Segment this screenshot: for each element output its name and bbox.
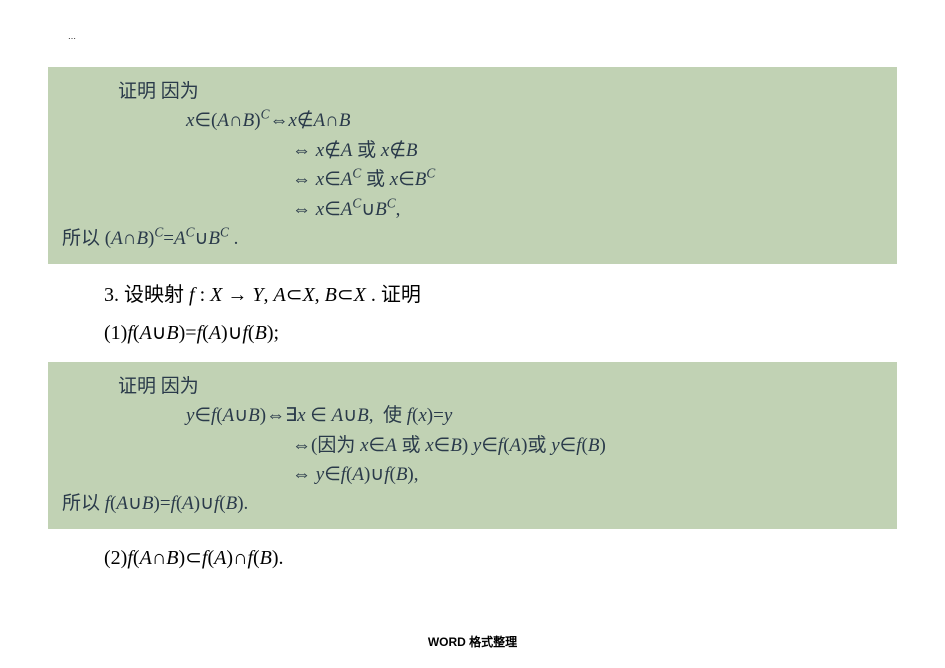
- problem-3-title: 3. 设映射 f : X → Y, A⊂X, B⊂X . 证明: [104, 276, 841, 314]
- footer-text: WORD 格式整理: [0, 633, 945, 650]
- proof1-line4: ⇔ x∈AC 或 x∈BC: [62, 165, 883, 194]
- proof1-line2: x∈(A∩B)C⇔x∉A∩B: [62, 106, 883, 135]
- proof-box-2: 证明 因为 y∈f(A∪B)⇔∃x ∈ A∪B, 使 f(x)=y ⇔(因为 x…: [48, 362, 897, 529]
- problem-3: 3. 设映射 f : X → Y, A⊂X, B⊂X . 证明 (1)f(A∪B…: [48, 264, 897, 356]
- proof2-line3: ⇔(因为 x∈A 或 x∈B) y∈f(A)或 y∈f(B): [62, 431, 883, 460]
- proof2-line1: 证明 因为: [62, 372, 883, 401]
- proof2-line4: ⇔ y∈f(A)∪f(B),: [62, 460, 883, 489]
- header-mark: …: [68, 32, 897, 41]
- problem-3-part2-block: (2)f(A∩B)⊂f(A)∩f(B).: [48, 529, 897, 581]
- proof2-line5: 所以 f(A∪B)=f(A)∪f(B).: [62, 489, 883, 518]
- page: … 证明 因为 x∈(A∩B)C⇔x∉A∩B ⇔ x∉A 或 x∉B ⇔ x∈A…: [0, 0, 945, 668]
- proof2-line2: y∈f(A∪B)⇔∃x ∈ A∪B, 使 f(x)=y: [62, 401, 883, 430]
- problem-3-part2: (2)f(A∩B)⊂f(A)∩f(B).: [104, 539, 841, 577]
- proof-box-1: 证明 因为 x∈(A∩B)C⇔x∉A∩B ⇔ x∉A 或 x∉B ⇔ x∈AC …: [48, 67, 897, 264]
- problem-3-part1: (1)f(A∪B)=f(A)∪f(B);: [104, 314, 841, 352]
- proof1-line5: ⇔ x∈AC∪BC,: [62, 195, 883, 224]
- proof1-line6: 所以 (A∩B)C=AC∪BC .: [62, 224, 883, 253]
- proof1-line1: 证明 因为: [62, 77, 883, 106]
- proof1-line3: ⇔ x∉A 或 x∉B: [62, 136, 883, 165]
